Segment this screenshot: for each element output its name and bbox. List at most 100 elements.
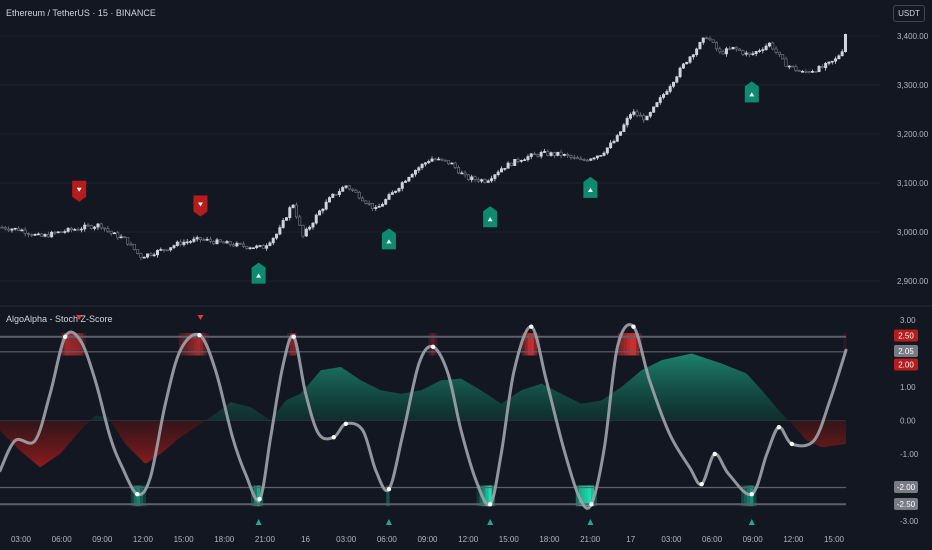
candle-body — [327, 197, 331, 203]
buy-arrow-icon — [587, 519, 594, 525]
price-tick-label: 3,300.00 — [897, 81, 929, 90]
buy-arrow-icon — [587, 187, 593, 192]
candle-body — [539, 152, 543, 157]
candle-body — [304, 228, 308, 237]
candle-body — [701, 37, 705, 43]
oversold-glow — [482, 485, 486, 507]
candle-body — [615, 135, 619, 142]
candle-body — [718, 48, 722, 53]
candle-body — [678, 67, 682, 78]
indicator-tick-label: 0.00 — [900, 417, 916, 426]
candle-body — [321, 208, 325, 212]
overbought-glow — [64, 333, 68, 356]
pivot-dot — [712, 451, 717, 457]
time-tick-label: 15:00 — [824, 535, 845, 544]
candle-body — [582, 159, 586, 161]
candle-body — [93, 226, 97, 229]
pivot-dot — [257, 497, 262, 502]
time-tick-label: 16 — [301, 535, 310, 544]
overbought-glow — [524, 333, 528, 356]
candle-body — [628, 114, 632, 119]
oversold-glow — [590, 485, 595, 507]
candle-body — [447, 160, 451, 165]
overbought-glow — [428, 333, 432, 356]
candle-body — [334, 193, 338, 196]
candle-body — [265, 245, 269, 249]
indicator-tick-label: -3.00 — [900, 517, 919, 526]
candle-body — [367, 203, 371, 205]
candle-body — [662, 94, 666, 98]
candle-body — [463, 172, 467, 176]
level-badge-label: 2.00 — [898, 361, 914, 370]
time-tick-label: 09:00 — [743, 535, 764, 544]
candle-body — [824, 63, 828, 69]
candle-body — [311, 222, 315, 228]
candle-body — [549, 152, 553, 156]
candle-body — [764, 45, 768, 50]
level-badge — [894, 481, 918, 493]
candle-body — [533, 153, 537, 156]
candle-body — [43, 234, 47, 237]
time-tick-label: 18:00 — [214, 535, 235, 544]
candle-body — [493, 174, 497, 179]
candle-body — [374, 207, 378, 209]
bear-area — [0, 420, 846, 468]
candle-body — [182, 241, 186, 245]
candle-body — [413, 170, 417, 175]
candle-body — [499, 168, 503, 173]
candle-body — [66, 227, 70, 232]
level-badge — [894, 329, 918, 342]
candle-body — [490, 178, 494, 182]
symbol-title: Ethereum / TetherUS · 15 · BINANCE — [6, 8, 156, 18]
candle-body — [284, 217, 288, 221]
candle-body — [50, 231, 54, 238]
candle-body — [20, 229, 24, 232]
candle-body — [546, 151, 550, 156]
oversold-glow — [139, 485, 143, 507]
sell-arrow-icon — [76, 315, 83, 320]
candle-body — [198, 237, 202, 240]
candle-body — [189, 241, 193, 243]
buy-signal-marker — [583, 176, 598, 198]
candle-body — [840, 51, 844, 57]
pivot-dot — [291, 334, 296, 339]
overbought-glow — [178, 333, 183, 356]
overbought-glow — [623, 333, 628, 356]
candle-body — [526, 156, 530, 160]
candle-body — [380, 204, 384, 207]
overbought-glow — [629, 333, 634, 356]
candle-body — [417, 167, 421, 171]
candle-body — [559, 151, 563, 156]
pivot-dot — [343, 421, 349, 427]
candle-body — [496, 171, 500, 175]
pivot-dot — [331, 435, 336, 440]
candle-body — [622, 124, 626, 132]
candle-body — [205, 238, 209, 241]
candle-body — [804, 70, 808, 73]
candle-body — [155, 250, 159, 256]
pivot-dots — [62, 324, 795, 507]
price-pane: 3,400.00 3,300.00 3,200.00 3,100.00 3,000.00… — [0, 32, 929, 286]
candle-body — [734, 46, 738, 50]
candle-body — [599, 155, 603, 157]
candle-body — [820, 66, 824, 69]
indicator-tick-label: 3.00 — [900, 316, 916, 325]
candle-body — [142, 256, 146, 259]
candle-body — [612, 141, 616, 144]
candle-body — [390, 192, 394, 195]
price-tick-label: 3,400.00 — [897, 32, 929, 41]
candle-body — [632, 111, 636, 115]
oversold-glow — [142, 485, 146, 507]
candle-body — [837, 55, 841, 60]
candle-body — [602, 152, 606, 156]
overbought-glow — [434, 333, 438, 356]
buy-signal-marker — [744, 81, 759, 103]
candle-body — [645, 115, 649, 121]
candle-body — [149, 253, 153, 256]
candle-body — [513, 158, 517, 166]
currency-button[interactable]: USDT — [893, 5, 925, 22]
candle-body — [387, 194, 391, 200]
candle-body — [738, 48, 742, 51]
candle-body — [86, 224, 90, 227]
time-tick-label: 18:00 — [539, 535, 560, 544]
